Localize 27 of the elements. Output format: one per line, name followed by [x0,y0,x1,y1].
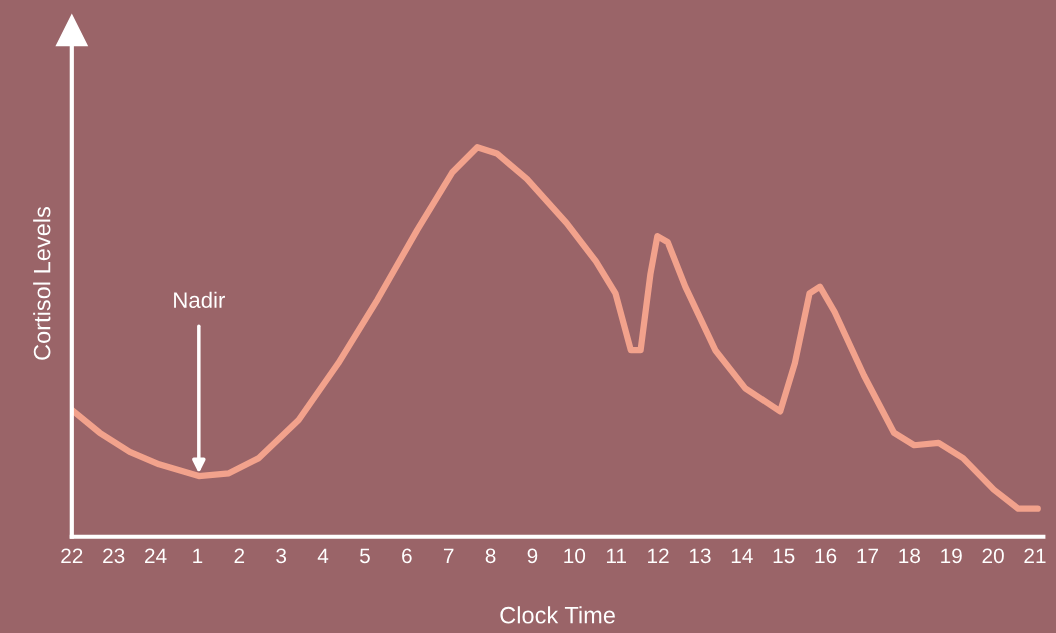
x-tick-label: 24 [145,548,167,563]
x-tick-label: 22 [61,548,83,563]
x-tick-label: 1 [193,548,203,563]
x-axis-title: Clock Time [500,606,615,624]
x-tick-label: 5 [359,548,370,564]
annotation: Nadir [174,291,226,309]
x-tick-label: 20 [982,548,1004,564]
x-tick-label: 2 [234,548,245,563]
y-axis-title: Cortisol Levels [33,207,51,360]
x-tick-label: 12 [648,548,669,563]
x-tick-label: 13 [689,548,711,564]
x-tick-label: 23 [103,548,125,564]
x-tick-label: 18 [899,548,921,564]
x-tick-label: 3 [276,548,287,564]
x-tick-label: 14 [731,548,753,563]
x-tick-label: 21 [1024,548,1046,563]
x-tick-label: 6 [402,548,412,564]
x-tick-label: 11 [606,548,626,563]
x-tick-label: 16 [815,548,837,564]
x-tick-label: 15 [773,548,795,564]
x-tick-label: 7 [443,548,454,563]
x-tick-label: 19 [941,548,962,564]
x-tick-label: 4 [317,548,329,563]
x-tick-label: 10 [564,548,586,564]
x-tick-label: 8 [485,548,496,564]
x-tick-label: 9 [527,548,538,564]
x-tick-label: 17 [857,548,878,563]
